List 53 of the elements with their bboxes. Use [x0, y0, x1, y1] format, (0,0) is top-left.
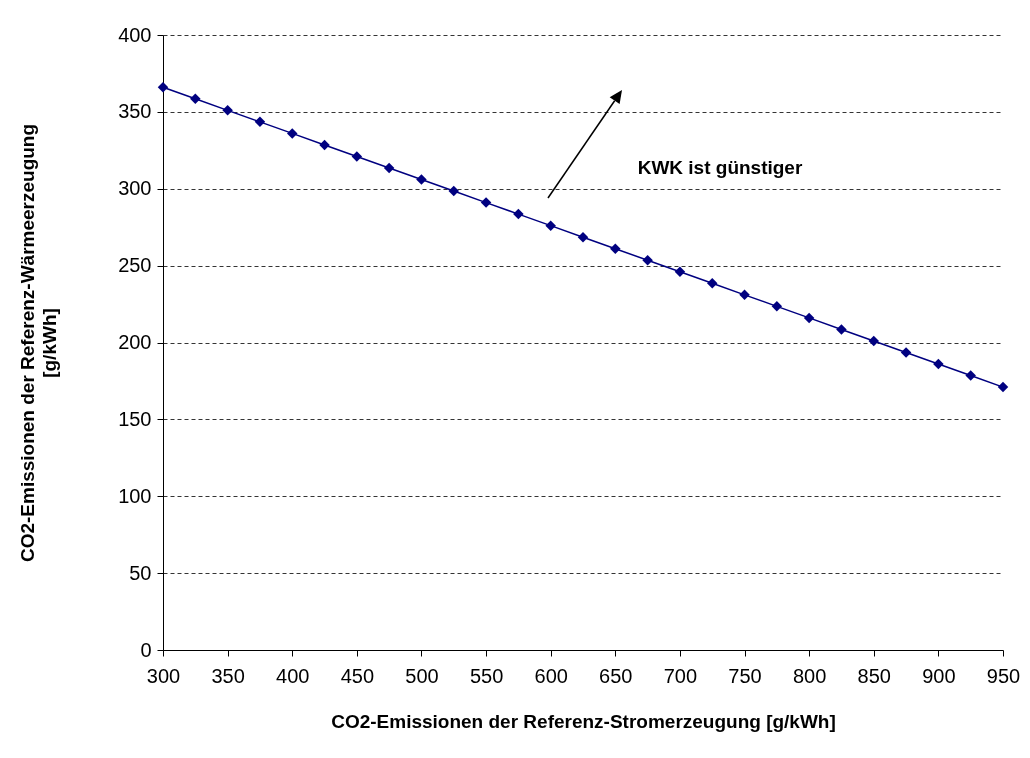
x-tick-label: 300: [146, 664, 181, 687]
x-tick-label: 800: [792, 664, 827, 687]
x-tick-label: 750: [728, 664, 762, 687]
x-tick-label: 550: [469, 664, 504, 687]
point: [448, 185, 460, 197]
x-axis-title: CO2-Emissionen der Referenz-Stromerzeugung [g/kWh]: [331, 710, 836, 732]
point: [868, 335, 880, 347]
point: [157, 82, 169, 93]
point: [706, 278, 718, 289]
y-tick-label: 300: [118, 177, 152, 200]
y-tick-label: 150: [118, 407, 152, 430]
point: [383, 162, 395, 174]
point: [577, 231, 589, 243]
x-tick-label: 600: [534, 664, 568, 687]
y-tick-label: 400: [118, 23, 152, 46]
point: [480, 197, 492, 208]
point: [997, 381, 1009, 393]
point: [674, 266, 686, 278]
point: [771, 301, 783, 312]
y-tick-label: 250: [118, 254, 152, 277]
point: [319, 139, 330, 151]
point: [416, 174, 427, 185]
point: [351, 151, 363, 162]
point: [545, 220, 556, 231]
x-tick-label: 400: [276, 664, 310, 687]
y-tick-label: 100: [118, 484, 152, 507]
x-tick-label: 950: [986, 664, 1021, 687]
point: [900, 347, 912, 358]
x-tick-label: 450: [340, 664, 375, 687]
y-tick-label: 200: [118, 331, 152, 353]
point: [513, 208, 524, 220]
y-tick-label: 0: [140, 638, 152, 661]
point: [642, 255, 653, 266]
point: [803, 312, 815, 324]
x-tick-label: 500: [405, 664, 439, 687]
point: [836, 324, 847, 335]
point: [190, 93, 201, 105]
point: [933, 358, 944, 370]
x-tick-label: 700: [663, 664, 698, 687]
point: [610, 243, 621, 254]
x-tick-label: 650: [599, 664, 633, 687]
y-axis-title: CO2-Emissionen der Referenz-Wärmeerzeugung [g/kWh]: [17, 123, 61, 563]
annotation: KWK ist günstiger: [637, 157, 803, 178]
y-tick-label: 350: [118, 100, 152, 123]
point: [222, 105, 233, 116]
point: [965, 370, 976, 381]
x-tick-label: 350: [211, 664, 245, 687]
y-tick-label: 50: [129, 561, 152, 584]
x-tick-label: 900: [922, 664, 956, 687]
point: [254, 116, 266, 128]
x-tick-label: 850: [857, 664, 891, 687]
point: [739, 289, 750, 301]
point: [286, 128, 298, 139]
